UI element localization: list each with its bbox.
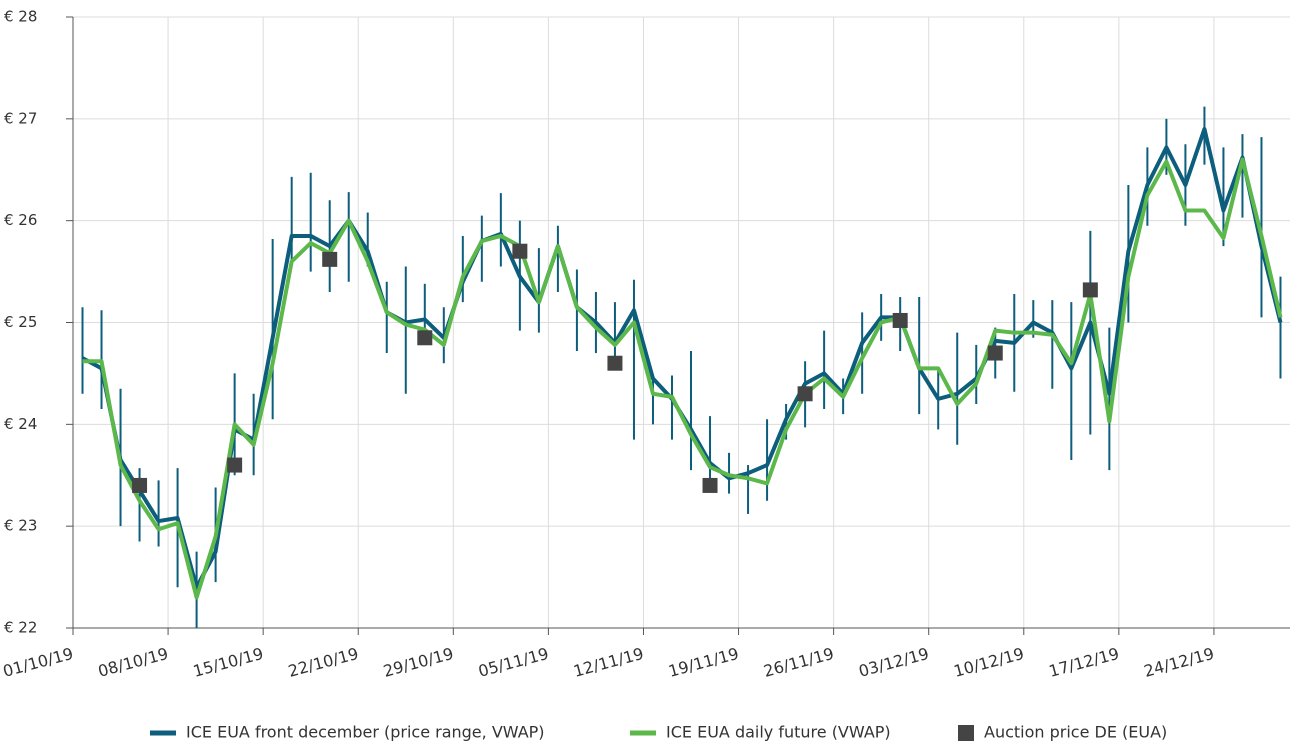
y-tick-label: € 24 <box>4 415 37 433</box>
x-tick-label: 08/10/19 <box>96 644 170 681</box>
auction-point <box>417 330 433 346</box>
x-tick-label: 17/12/19 <box>1047 644 1121 681</box>
y-tick-label: € 22 <box>4 619 37 637</box>
legend-marker <box>958 725 974 741</box>
auction-point <box>702 477 718 493</box>
auction-point <box>227 457 243 473</box>
x-tick-label: 05/11/19 <box>476 644 550 681</box>
y-tick-label: € 25 <box>4 313 37 331</box>
y-tick-label: € 26 <box>4 211 37 229</box>
y-tick-label: € 23 <box>4 517 37 535</box>
auction-point <box>987 345 1003 361</box>
x-tick-label: 22/10/19 <box>286 644 360 681</box>
x-tick-label: 19/11/19 <box>666 644 740 681</box>
auction-point <box>322 251 338 267</box>
legend-label: Auction price DE (EUA) <box>984 723 1167 742</box>
x-tick-label: 12/11/19 <box>571 644 645 681</box>
auction-point <box>607 355 623 371</box>
series-line <box>82 157 1283 600</box>
y-tick-label: € 27 <box>4 109 37 127</box>
x-tick-label: 24/12/19 <box>1142 644 1216 681</box>
auction-point <box>512 243 528 259</box>
auction-point <box>132 477 148 493</box>
auction-point <box>892 312 908 328</box>
legend-label: ICE EUA daily future (VWAP) <box>666 723 891 742</box>
x-tick-label: 01/10/19 <box>1 644 75 681</box>
auction-point <box>1082 282 1098 298</box>
x-tick-label: 15/10/19 <box>191 644 265 681</box>
x-tick-label: 10/12/19 <box>952 644 1026 681</box>
x-tick-label: 03/12/19 <box>857 644 931 681</box>
auction-point <box>797 386 813 402</box>
y-tick-label: € 28 <box>4 8 37 26</box>
legend-label: ICE EUA front december (price range, VWA… <box>186 723 545 742</box>
x-tick-label: 29/10/19 <box>381 644 455 681</box>
x-tick-label: 26/11/19 <box>761 644 835 681</box>
